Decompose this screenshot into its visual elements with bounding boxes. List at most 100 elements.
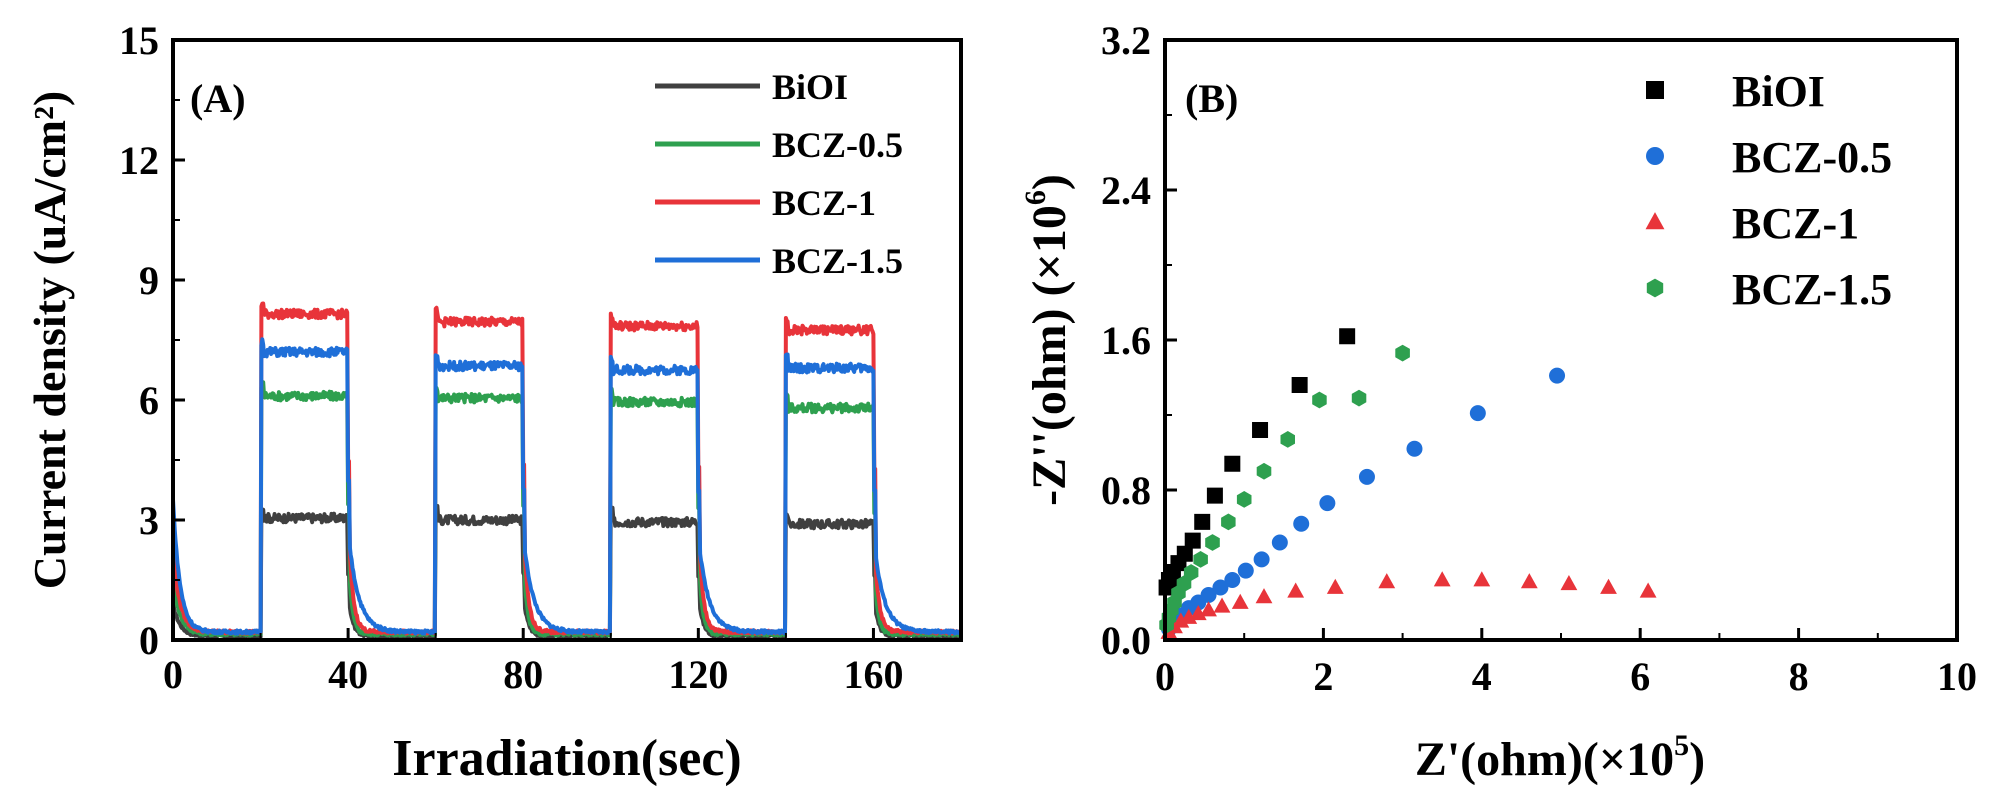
panel-b-point — [1469, 405, 1486, 422]
panel-b-point — [1212, 579, 1229, 596]
panel-b-point — [1200, 601, 1217, 617]
panel-b-point — [1312, 391, 1327, 409]
panel-b-point — [1221, 513, 1236, 531]
panel-b-point — [1200, 587, 1217, 603]
panel-b: (B) 0 2 4 6 8 10 0.0 0.8 1.6 2.4 3.2 Z'(ohm)(×105… — [1019, 18, 1977, 786]
panel-b-point — [1433, 571, 1451, 587]
panel-b-x-tick-label: 6 — [1630, 654, 1650, 699]
panel-a-legend-label: BiOI — [772, 67, 848, 107]
panel-b-frame — [1163, 38, 1959, 642]
panel-b-point — [1183, 564, 1199, 581]
panel-b-legend-label: BCZ-1.5 — [1732, 265, 1892, 314]
panel-a-x-tick-label: 0 — [163, 652, 183, 697]
panel-b-series-BCZ-1.5 — [1159, 344, 1410, 634]
panel-a-series-line-BCZ-1.5 — [171, 337, 963, 636]
panel-b-x-ticks: 0 2 4 6 8 10 — [1155, 628, 1977, 699]
panel-b-y-tick-label: 1.6 — [1101, 318, 1151, 363]
panel-a-x-tick-label: 40 — [328, 652, 368, 697]
panel-b-y-tick-label: 2.4 — [1101, 168, 1151, 213]
panel-b-y-tick-label: 0.0 — [1101, 618, 1151, 663]
panel-b-series-BiOI — [1158, 328, 1356, 596]
panel-a-y-tick-label: 15 — [119, 18, 159, 63]
panel-b-x-tick-label: 10 — [1937, 654, 1977, 699]
panel-b-x-tick-label: 4 — [1472, 654, 1492, 699]
panel-b-point — [1271, 534, 1288, 551]
panel-b-point — [1184, 532, 1201, 549]
panel-a-y-tick-label: 3 — [139, 498, 159, 543]
panel-b-point — [1253, 551, 1270, 568]
panel-b-series-BCZ-1 — [1160, 571, 1657, 639]
panel-a-series-group — [171, 301, 963, 640]
panel-b-x-label: Z'(ohm)(×105) — [1415, 729, 1705, 786]
panel-a-label: (A) — [190, 76, 246, 121]
panel-a-series-line-BCZ-0.5 — [171, 380, 963, 638]
panel-b-point — [1224, 455, 1241, 472]
panel-b-series-group — [1158, 328, 1657, 639]
panel-b-point — [1319, 495, 1336, 512]
panel-b-point — [1252, 422, 1269, 438]
panel-b-point — [1176, 575, 1192, 593]
panel-a-legend-label: BCZ-0.5 — [772, 125, 903, 165]
panel-b-y-label-main: -Z''(ohm) (×10 — [1023, 205, 1076, 506]
panel-b-y-label-sup: 6 — [1019, 190, 1052, 205]
panel-b-point — [1549, 367, 1566, 384]
panel-a-y-tick-label: 12 — [119, 138, 159, 183]
panel-b-point — [1176, 545, 1193, 562]
panel-a-y-tick-label: 6 — [139, 378, 159, 423]
panel-b-legend-marker — [1646, 147, 1664, 165]
panel-a-x-tick-label: 120 — [668, 652, 728, 697]
panel-a-y-label: Current density (uA/cm²) — [24, 91, 75, 589]
panel-a-x-tick-label: 160 — [843, 652, 903, 697]
panel-b-legend-marker — [1645, 212, 1665, 230]
panel-b-point — [1236, 491, 1252, 508]
panel-b-point — [1520, 573, 1538, 589]
panel-a-series-line-BiOI — [171, 504, 963, 640]
panel-b-point — [1224, 572, 1241, 588]
panel-b-point — [1291, 377, 1308, 393]
panel-b-point — [1287, 582, 1305, 598]
panel-b-point — [1600, 578, 1617, 594]
panel-b-point — [1351, 389, 1367, 407]
panel-b-point — [1378, 573, 1396, 589]
panel-b-point — [1205, 534, 1220, 551]
panel-a-x-tick-label: 80 — [503, 652, 543, 697]
panel-a-y-ticks: 0 3 6 9 12 15 — [119, 18, 185, 663]
panel-b-point — [1639, 582, 1657, 598]
panel-a-y-tick-label: 0 — [139, 618, 159, 663]
panel-b-point — [1560, 574, 1578, 591]
panel-b-point — [1339, 328, 1356, 345]
panel-b-x-label-sup: 5 — [1674, 729, 1689, 762]
panel-b-point — [1256, 462, 1272, 480]
panel-a-legend: BiOI BCZ-0.5 BCZ-1 BCZ-1.5 — [655, 67, 903, 281]
panel-b-point — [1280, 431, 1295, 448]
panel-a-legend-label: BCZ-1.5 — [772, 241, 903, 281]
panel-b-point — [1358, 468, 1375, 485]
panel-b-legend-marker — [1646, 278, 1664, 298]
panel-b-y-label: -Z''(ohm) (×106) — [1019, 174, 1076, 506]
panel-b-y-tick-label: 0.8 — [1101, 468, 1151, 513]
panel-b-point — [1473, 571, 1491, 587]
panel-a-x-ticks: 0 40 80 120 160 — [163, 628, 903, 697]
panel-b-legend-label: BCZ-0.5 — [1732, 133, 1892, 182]
panel-b-x-tick-label: 2 — [1313, 654, 1333, 699]
panel-a: (A) 0 40 80 120 160 0 3 6 9 12 15 Irradiation(sec… — [24, 18, 963, 787]
panel-b-y-label-end: ) — [1023, 174, 1076, 190]
panel-b-label: (B) — [1185, 76, 1238, 121]
panel-b-legend-marker — [1646, 81, 1664, 99]
panel-a-y-tick-label: 9 — [139, 258, 159, 303]
panel-b-point — [1395, 344, 1410, 362]
panel-b-x-tick-label: 8 — [1789, 654, 1809, 699]
panel-b-legend-label: BiOI — [1732, 67, 1825, 116]
panel-b-y-tick-label: 3.2 — [1101, 18, 1151, 63]
panel-b-x-label-end: ) — [1689, 733, 1705, 786]
panel-b-point — [1293, 515, 1310, 532]
panel-b-x-tick-label: 0 — [1155, 654, 1175, 699]
panel-b-point — [1255, 588, 1273, 604]
panel-b-y-ticks: 0.0 0.8 1.6 2.4 3.2 — [1101, 18, 1177, 663]
panel-a-x-label: Irradiation(sec) — [392, 730, 741, 787]
panel-b-point — [1206, 487, 1223, 504]
panel-b-point — [1237, 562, 1254, 579]
panel-a-legend-label: BCZ-1 — [772, 183, 876, 223]
panel-b-point — [1231, 593, 1249, 609]
